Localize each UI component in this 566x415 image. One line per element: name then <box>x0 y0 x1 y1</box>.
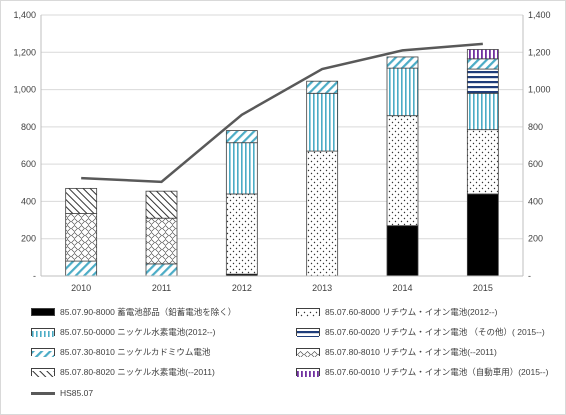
y-tick-label-left: 600 <box>21 159 36 169</box>
legend-label: 85.07.90-8000 蓄電池部品（鉛蓄電池を除く） <box>60 307 237 317</box>
bar-segment-dots <box>306 150 339 277</box>
y-tick-label-right: 1,400 <box>528 10 551 20</box>
legend-swatch-vlines <box>31 328 55 337</box>
y-tick-label-left: 1,400 <box>13 10 36 20</box>
legend-label: HS85.07 <box>60 388 94 398</box>
legend-item-dots: 85.07.60-8000 リチウム・イオン電池(2012--) <box>296 306 497 318</box>
bar-segment-ddiag <box>466 58 499 70</box>
legend-swatch-hlines <box>296 328 320 337</box>
y-tick-label-left: - <box>33 271 36 281</box>
y-tick-label-right: 200 <box>528 234 543 244</box>
legend-swatch-udiag <box>31 368 55 377</box>
chart-plot: - - 200 200 400 400 600 600 800 800 1,000 1,000 1,20… <box>13 10 551 293</box>
legend-label: 85.07.30-8010 ニッケルカドミウム電池 <box>60 347 211 357</box>
y-tick-label-right: 600 <box>528 159 543 169</box>
bar-segment-vlines <box>386 67 419 117</box>
bar-segment-ddiag <box>306 80 339 94</box>
bar-segment-ddiag <box>145 263 178 277</box>
bar-segment-ddiag <box>386 56 419 69</box>
bar-segment-dots <box>225 193 258 275</box>
bar-segment-dots <box>466 129 499 195</box>
legend-item-vlines: 85.07.50-0000 ニッケル水素電池(2012--) <box>31 326 215 338</box>
legend-item-diamonds: 85.07.80-8010 リチウム・イオン電池(--2011) <box>296 346 497 358</box>
legend-swatch-purple <box>296 368 320 377</box>
legend-label: 85.07.60-0020 リチウム・イオン電池 （その他）( 2015--) <box>325 327 545 337</box>
legend-label: 85.07.60-0010 リチウム・イオン電池（自動車用）(2015--) <box>325 367 549 377</box>
x-tick-label: 2015 <box>473 283 493 293</box>
legend-item-ddiag: 85.07.30-8010 ニッケルカドミウム電池 <box>31 346 210 358</box>
bar-segment-vlines <box>466 92 499 131</box>
bar-segment-ddiag <box>225 130 258 144</box>
bar-segment-hlines <box>466 68 499 94</box>
bar-segment-udiag <box>145 190 178 219</box>
y-tick-label-right: 1,200 <box>528 47 551 57</box>
legend-item-line: HS85.07 <box>31 388 93 398</box>
legend-swatch-ddiag <box>31 348 55 357</box>
bar-segment-ddiag <box>65 260 98 277</box>
y-tick-label-right: - <box>528 271 531 281</box>
legend-item-purple: 85.07.60-0010 リチウム・イオン電池（自動車用）(2015--) <box>296 366 548 378</box>
x-tick-label: 2010 <box>71 283 91 293</box>
y-tick-label-left: 200 <box>21 234 36 244</box>
y-tick-label-left: 400 <box>21 196 36 206</box>
legend-item-hlines: 85.07.60-0020 リチウム・イオン電池 （その他）( 2015--) <box>296 326 545 338</box>
bar-segment-solid <box>466 193 499 277</box>
y-tick-label-left: 800 <box>21 122 36 132</box>
legend-item-solid: 85.07.90-8000 蓄電池部品（鉛蓄電池を除く） <box>31 306 236 318</box>
y-tick-label-left: 1,000 <box>13 85 36 95</box>
x-tick-label: 2011 <box>152 283 171 293</box>
x-tick-label: 2013 <box>312 283 332 293</box>
legend-label: 85.07.50-0000 ニッケル水素電池(2012--) <box>60 327 216 337</box>
bar-segment-dots <box>386 115 419 227</box>
bar-segment-vlines <box>306 92 339 152</box>
bar-segment-udiag <box>65 187 98 214</box>
bar-segment-diamonds <box>65 213 98 262</box>
bar-segment-vlines <box>225 142 258 195</box>
bar-segment-purple <box>466 49 499 60</box>
legend-swatch-diamonds <box>296 348 320 357</box>
legend-label: 85.07.80-8010 リチウム・イオン電池(--2011) <box>325 347 497 357</box>
series-line-hs8507 <box>81 42 483 184</box>
y-tick-label-right: 1,000 <box>528 85 551 95</box>
y-tick-label-left: 1,200 <box>13 47 36 57</box>
bar-segment-diamonds <box>145 217 178 265</box>
bar-segment-solid <box>386 225 419 277</box>
legend-swatch-line <box>31 391 55 395</box>
y-tick-label-right: 800 <box>528 122 543 132</box>
legend-swatch-dots <box>296 308 320 317</box>
x-tick-label: 2012 <box>232 283 252 293</box>
legend-item-udiag: 85.07.80-8020 ニッケル水素電池(--2011) <box>31 366 215 378</box>
legend-swatch-solid <box>31 308 55 316</box>
y-tick-label-right: 400 <box>528 196 543 206</box>
legend-label: 85.07.60-8000 リチウム・イオン電池(2012--) <box>325 307 498 317</box>
legend-label: 85.07.80-8020 ニッケル水素電池(--2011) <box>60 367 215 377</box>
x-tick-label: 2014 <box>392 283 412 293</box>
